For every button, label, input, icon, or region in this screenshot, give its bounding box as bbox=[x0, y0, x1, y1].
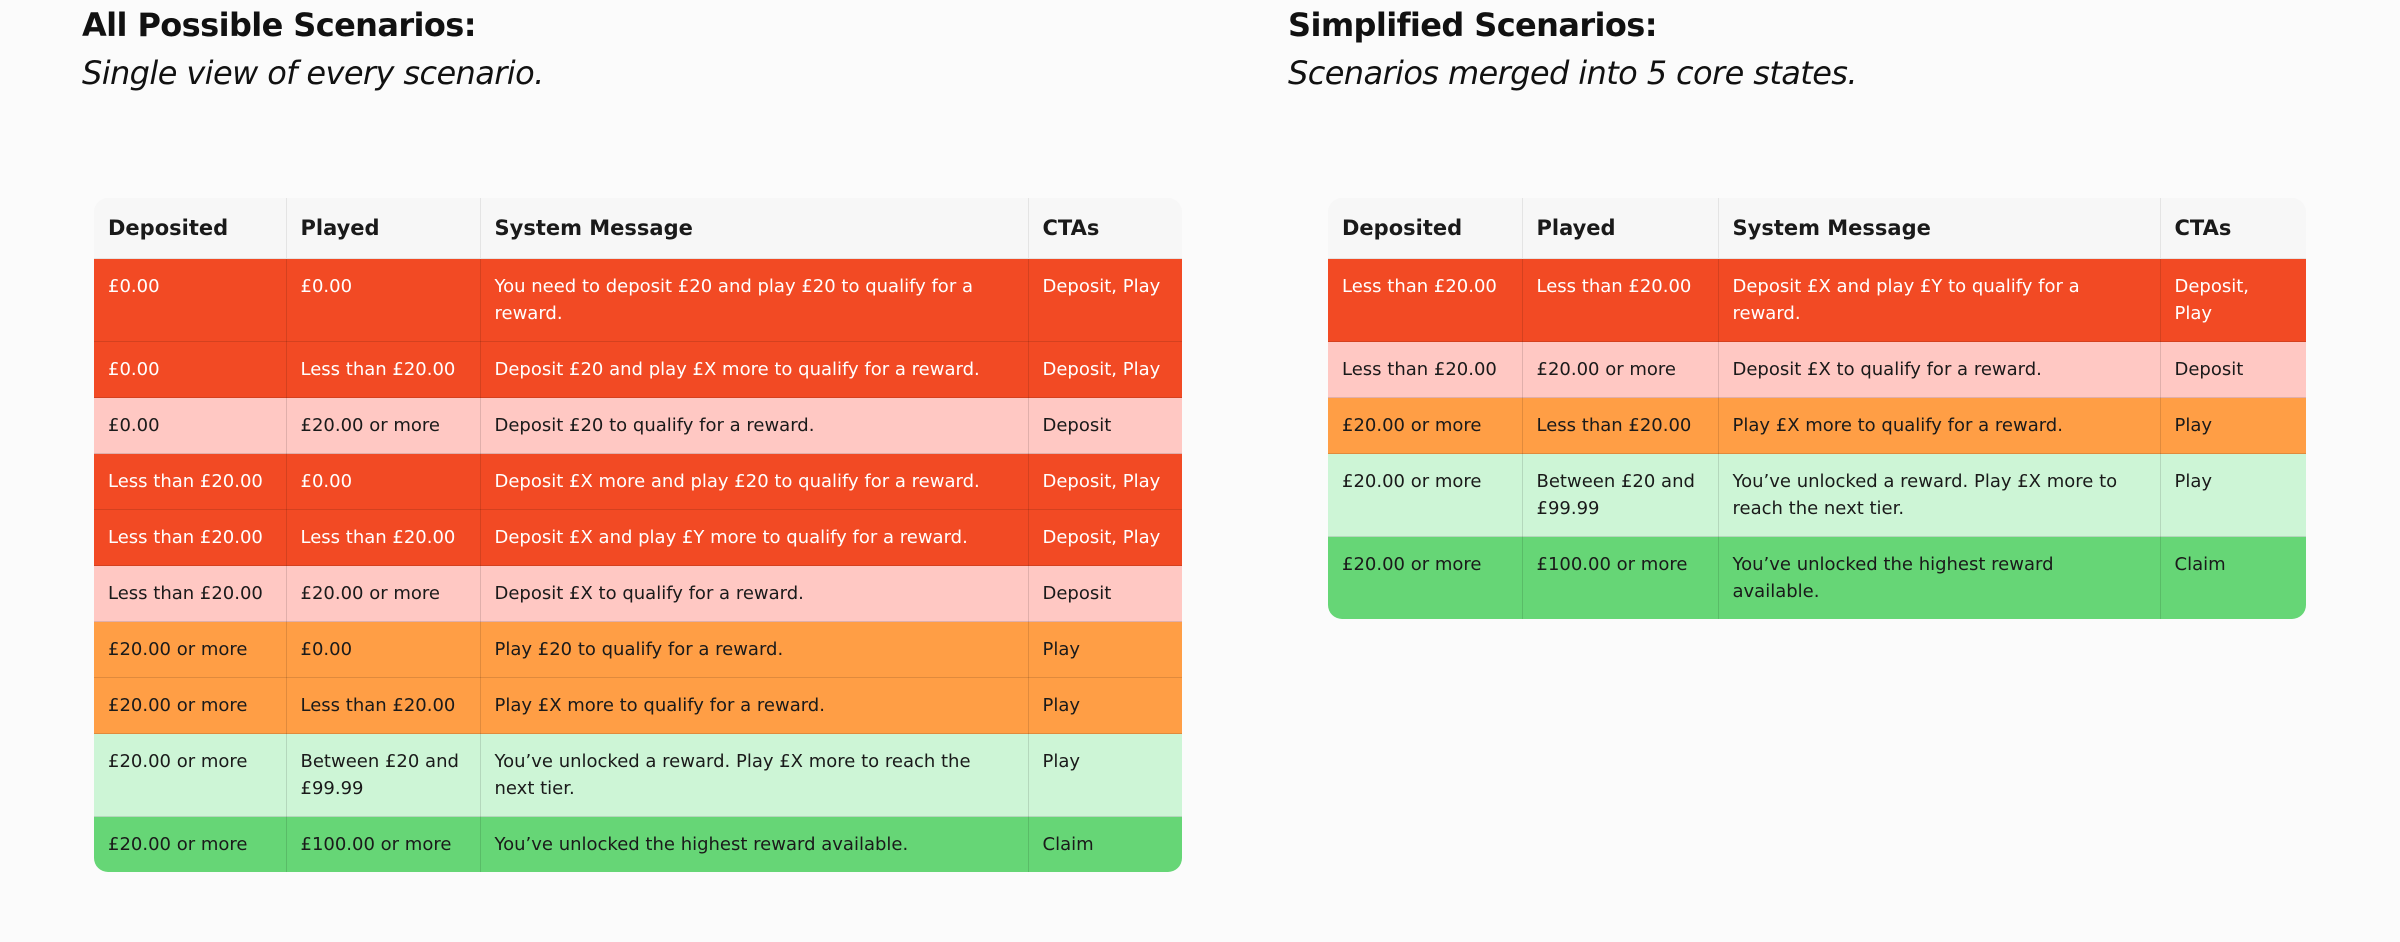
cell-played: Between £20 and £99.99 bbox=[1522, 453, 1719, 537]
cell-ctas: Deposit bbox=[2160, 341, 2306, 398]
cell-ctas: Play bbox=[1028, 733, 1182, 817]
cell-ctas: Deposit, Play bbox=[2160, 258, 2306, 342]
table-row: Less than £20.00 £20.00 or more Deposit … bbox=[94, 565, 1182, 622]
table-row: Less than £20.00 Less than £20.00 Deposi… bbox=[94, 509, 1182, 566]
column-header-played: Played bbox=[1522, 198, 1719, 259]
table-header-row: Deposited Played System Message CTAs bbox=[94, 198, 1182, 259]
column-header-ctas: CTAs bbox=[1028, 198, 1182, 259]
column-header-system-message: System Message bbox=[1718, 198, 2161, 259]
cell-deposited: Less than £20.00 bbox=[1328, 341, 1523, 398]
cell-played: £20.00 or more bbox=[286, 565, 481, 622]
table-row: £20.00 or more Between £20 and £99.99 Yo… bbox=[1328, 453, 2306, 537]
all-scenarios-title: All Possible Scenarios: bbox=[82, 6, 477, 44]
cell-played: Less than £20.00 bbox=[286, 509, 481, 566]
cell-played: Less than £20.00 bbox=[1522, 258, 1719, 342]
table-row: Less than £20.00 £20.00 or more Deposit … bbox=[1328, 341, 2306, 398]
cell-system-message: You’ve unlocked the highest reward avail… bbox=[1718, 536, 2161, 619]
table-row: £20.00 or more £100.00 or more You’ve un… bbox=[94, 816, 1182, 872]
cell-system-message: You’ve unlocked a reward. Play £X more t… bbox=[1718, 453, 2161, 537]
cell-played: Between £20 and £99.99 bbox=[286, 733, 481, 817]
cell-deposited: £0.00 bbox=[94, 258, 287, 342]
cell-deposited: £0.00 bbox=[94, 341, 287, 398]
cell-deposited: £20.00 or more bbox=[94, 816, 287, 872]
cell-system-message: Deposit £X to qualify for a reward. bbox=[1718, 341, 2161, 398]
cell-ctas: Play bbox=[1028, 677, 1182, 734]
cell-deposited: £0.00 bbox=[94, 397, 287, 454]
cell-played: £100.00 or more bbox=[1522, 536, 1719, 619]
cell-played: £0.00 bbox=[286, 621, 481, 678]
cell-played: £20.00 or more bbox=[1522, 341, 1719, 398]
simplified-scenarios-subtitle: Scenarios merged into 5 core states. bbox=[1288, 54, 1858, 92]
cell-played: £0.00 bbox=[286, 453, 481, 510]
cell-system-message: Deposit £20 and play £X more to qualify … bbox=[480, 341, 1029, 398]
cell-system-message: Deposit £X more and play £20 to qualify … bbox=[480, 453, 1029, 510]
all-scenarios-subtitle: Single view of every scenario. bbox=[82, 54, 544, 92]
simplified-scenarios-title: Simplified Scenarios: bbox=[1288, 6, 1658, 44]
cell-ctas: Claim bbox=[2160, 536, 2306, 619]
cell-system-message: You need to deposit £20 and play £20 to … bbox=[480, 258, 1029, 342]
cell-ctas: Deposit, Play bbox=[1028, 509, 1182, 566]
table-row: £0.00 £20.00 or more Deposit £20 to qual… bbox=[94, 397, 1182, 454]
column-header-played: Played bbox=[286, 198, 481, 259]
cell-system-message: Play £20 to qualify for a reward. bbox=[480, 621, 1029, 678]
all-scenarios-table: Deposited Played System Message CTAs £0.… bbox=[94, 198, 1182, 872]
table-row: £0.00 Less than £20.00 Deposit £20 and p… bbox=[94, 341, 1182, 398]
cell-played: Less than £20.00 bbox=[286, 341, 481, 398]
cell-played: £20.00 or more bbox=[286, 397, 481, 454]
column-header-ctas: CTAs bbox=[2160, 198, 2306, 259]
cell-played: Less than £20.00 bbox=[286, 677, 481, 734]
cell-system-message: Deposit £20 to qualify for a reward. bbox=[480, 397, 1029, 454]
cell-deposited: £20.00 or more bbox=[1328, 536, 1523, 619]
simplified-scenarios-table: Deposited Played System Message CTAs Les… bbox=[1328, 198, 2306, 619]
cell-system-message: Deposit £X and play £Y more to qualify f… bbox=[480, 509, 1029, 566]
cell-played: Less than £20.00 bbox=[1522, 397, 1719, 454]
table-row: £20.00 or more £100.00 or more You’ve un… bbox=[1328, 536, 2306, 619]
cell-deposited: Less than £20.00 bbox=[1328, 258, 1523, 342]
table-row: £0.00 £0.00 You need to deposit £20 and … bbox=[94, 258, 1182, 342]
cell-ctas: Play bbox=[1028, 621, 1182, 678]
cell-deposited: Less than £20.00 bbox=[94, 565, 287, 622]
table-row: £20.00 or more Less than £20.00 Play £X … bbox=[94, 677, 1182, 734]
cell-ctas: Claim bbox=[1028, 816, 1182, 872]
cell-played: £0.00 bbox=[286, 258, 481, 342]
cell-deposited: £20.00 or more bbox=[1328, 453, 1523, 537]
table-row: £20.00 or more £0.00 Play £20 to qualify… bbox=[94, 621, 1182, 678]
cell-ctas: Deposit, Play bbox=[1028, 341, 1182, 398]
cell-played: £100.00 or more bbox=[286, 816, 481, 872]
table-row: £20.00 or more Between £20 and £99.99 Yo… bbox=[94, 733, 1182, 817]
column-header-deposited: Deposited bbox=[94, 198, 287, 259]
column-header-deposited: Deposited bbox=[1328, 198, 1523, 259]
cell-deposited: Less than £20.00 bbox=[94, 509, 287, 566]
cell-ctas: Deposit, Play bbox=[1028, 258, 1182, 342]
cell-system-message: You’ve unlocked a reward. Play £X more t… bbox=[480, 733, 1029, 817]
cell-ctas: Deposit, Play bbox=[1028, 453, 1182, 510]
cell-system-message: Play £X more to qualify for a reward. bbox=[480, 677, 1029, 734]
cell-ctas: Play bbox=[2160, 397, 2306, 454]
cell-ctas: Deposit bbox=[1028, 565, 1182, 622]
cell-deposited: £20.00 or more bbox=[94, 677, 287, 734]
cell-deposited: £20.00 or more bbox=[94, 621, 287, 678]
cell-system-message: Deposit £X to qualify for a reward. bbox=[480, 565, 1029, 622]
table-header-row: Deposited Played System Message CTAs bbox=[1328, 198, 2306, 259]
column-header-system-message: System Message bbox=[480, 198, 1029, 259]
cell-system-message: Deposit £X and play £Y to qualify for a … bbox=[1718, 258, 2161, 342]
cell-system-message: You’ve unlocked the highest reward avail… bbox=[480, 816, 1029, 872]
cell-ctas: Play bbox=[2160, 453, 2306, 537]
cell-ctas: Deposit bbox=[1028, 397, 1182, 454]
cell-deposited: Less than £20.00 bbox=[94, 453, 287, 510]
table-row: Less than £20.00 Less than £20.00 Deposi… bbox=[1328, 258, 2306, 342]
cell-deposited: £20.00 or more bbox=[1328, 397, 1523, 454]
cell-system-message: Play £X more to qualify for a reward. bbox=[1718, 397, 2161, 454]
cell-deposited: £20.00 or more bbox=[94, 733, 287, 817]
table-row: Less than £20.00 £0.00 Deposit £X more a… bbox=[94, 453, 1182, 510]
table-row: £20.00 or more Less than £20.00 Play £X … bbox=[1328, 397, 2306, 454]
